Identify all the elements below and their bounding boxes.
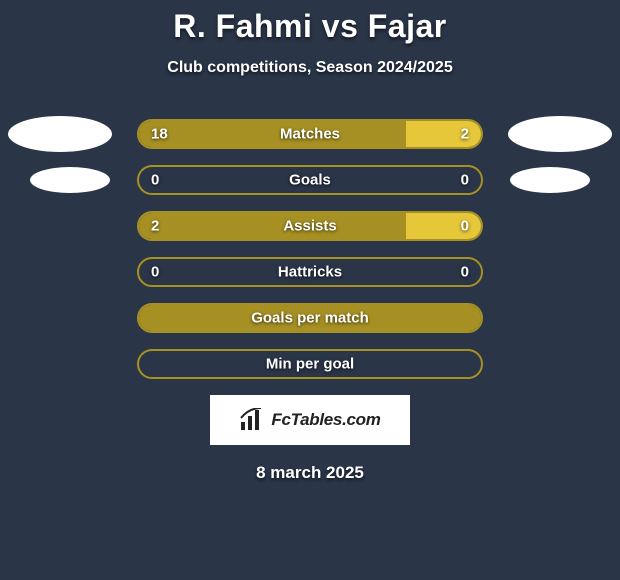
stat-value-left: 0 xyxy=(151,264,159,281)
stat-row: Hattricks 0 0 xyxy=(0,257,620,287)
chart-bars-icon xyxy=(239,408,263,432)
player-avatar-left xyxy=(8,116,112,152)
stat-value-right: 0 xyxy=(461,264,469,281)
stat-row: Matches 18 2 xyxy=(0,119,620,149)
stat-value-left: 18 xyxy=(151,126,168,143)
stat-bar-right-fill xyxy=(406,121,481,147)
stat-bar-left-fill xyxy=(139,213,406,239)
stat-value-left: 2 xyxy=(151,218,159,235)
stat-row: Goals 0 0 xyxy=(0,165,620,195)
player-avatar-left xyxy=(30,167,110,193)
stat-label: Goals per match xyxy=(251,310,369,327)
stat-label: Hattricks xyxy=(278,264,342,281)
stat-row: Goals per match xyxy=(0,303,620,333)
page-title: R. Fahmi vs Fajar xyxy=(0,8,620,45)
stat-label: Min per goal xyxy=(266,356,354,373)
page-subtitle: Club competitions, Season 2024/2025 xyxy=(0,59,620,77)
stat-bar: Hattricks 0 0 xyxy=(137,257,483,287)
stat-label: Matches xyxy=(280,126,340,143)
stat-bar-right-fill xyxy=(406,213,481,239)
player-avatar-right xyxy=(510,167,590,193)
stat-value-right: 0 xyxy=(461,172,469,189)
stat-bar: Assists 2 0 xyxy=(137,211,483,241)
stat-value-left: 0 xyxy=(151,172,159,189)
stats-area: Matches182Goals00Assists20Hattricks00Goa… xyxy=(0,119,620,379)
stat-bar: Goals 0 0 xyxy=(137,165,483,195)
stat-bar: Min per goal xyxy=(137,349,483,379)
stat-value-right: 2 xyxy=(461,126,469,143)
stat-bar: Goals per match xyxy=(137,303,483,333)
date-label: 8 march 2025 xyxy=(0,463,620,483)
stat-row: Min per goal xyxy=(0,349,620,379)
stat-label: Assists xyxy=(283,218,336,235)
site-badge-text: FcTables.com xyxy=(271,410,380,430)
site-badge: FcTables.com xyxy=(210,395,410,445)
stat-row: Assists 2 0 xyxy=(0,211,620,241)
stat-label: Goals xyxy=(289,172,331,189)
player-avatar-right xyxy=(508,116,612,152)
stat-value-right: 0 xyxy=(461,218,469,235)
comparison-infographic: R. Fahmi vs Fajar Club competitions, Sea… xyxy=(0,0,620,483)
stat-bar: Matches 18 2 xyxy=(137,119,483,149)
stat-bar-left-fill xyxy=(139,121,406,147)
